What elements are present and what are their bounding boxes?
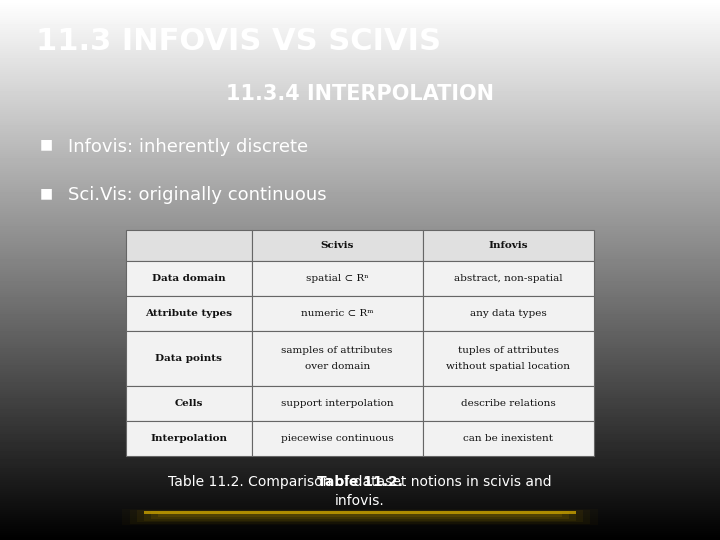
Text: Attribute types: Attribute types bbox=[145, 309, 233, 318]
Text: Interpolation: Interpolation bbox=[150, 434, 228, 443]
Bar bbox=[251, 331, 423, 386]
Bar bbox=[126, 296, 251, 331]
Bar bbox=[126, 421, 251, 456]
Bar bbox=[423, 296, 594, 331]
Text: any data types: any data types bbox=[470, 309, 546, 318]
Bar bbox=[423, 421, 594, 456]
Text: 11.3.4 INTERPOLATION: 11.3.4 INTERPOLATION bbox=[226, 84, 494, 104]
Text: Sci.Vis: originally continuous: Sci.Vis: originally continuous bbox=[68, 186, 327, 204]
Text: describe relations: describe relations bbox=[461, 399, 556, 408]
Bar bbox=[126, 261, 251, 296]
Bar bbox=[126, 331, 251, 386]
Text: without spatial location: without spatial location bbox=[446, 362, 570, 372]
Text: numeric ⊂ Rᵐ: numeric ⊂ Rᵐ bbox=[301, 309, 374, 318]
Text: Scivis: Scivis bbox=[320, 241, 354, 249]
Bar bbox=[251, 296, 423, 331]
Text: Table 11.2.: Table 11.2. bbox=[317, 475, 403, 489]
Text: Infovis: Infovis bbox=[489, 241, 528, 249]
Bar bbox=[151, 511, 569, 519]
Text: tuples of attributes: tuples of attributes bbox=[458, 346, 559, 355]
Bar bbox=[126, 230, 251, 261]
Text: infovis.: infovis. bbox=[335, 494, 385, 508]
Text: spatial ⊂ Rⁿ: spatial ⊂ Rⁿ bbox=[306, 274, 369, 283]
Text: ■: ■ bbox=[40, 186, 53, 200]
Text: Infovis: inherently discrete: Infovis: inherently discrete bbox=[68, 138, 309, 156]
Bar bbox=[137, 510, 583, 522]
Text: can be inexistent: can be inexistent bbox=[464, 434, 554, 443]
Bar bbox=[423, 230, 594, 261]
Text: Data points: Data points bbox=[156, 354, 222, 363]
Bar bbox=[251, 261, 423, 296]
Text: ■: ■ bbox=[40, 138, 53, 152]
Text: Table 11.2. Comparison of dataset notions in scivis and: Table 11.2. Comparison of dataset notion… bbox=[168, 475, 552, 489]
Bar bbox=[423, 261, 594, 296]
Text: over domain: over domain bbox=[305, 362, 370, 372]
Bar bbox=[144, 511, 576, 521]
Bar bbox=[130, 510, 590, 524]
Bar bbox=[126, 386, 251, 421]
Bar bbox=[251, 386, 423, 421]
Bar bbox=[122, 509, 598, 525]
Text: piecewise continuous: piecewise continuous bbox=[281, 434, 394, 443]
Text: 11.3 INFOVIS VS SCIVIS: 11.3 INFOVIS VS SCIVIS bbox=[36, 27, 441, 56]
Bar bbox=[158, 512, 562, 517]
Bar bbox=[251, 421, 423, 456]
Bar bbox=[251, 230, 423, 261]
Text: abstract, non-spatial: abstract, non-spatial bbox=[454, 274, 563, 283]
Text: Cells: Cells bbox=[174, 399, 203, 408]
Text: support interpolation: support interpolation bbox=[281, 399, 394, 408]
Bar bbox=[144, 511, 576, 514]
Bar bbox=[423, 331, 594, 386]
Text: Data domain: Data domain bbox=[152, 274, 225, 283]
Bar bbox=[423, 386, 594, 421]
Text: samples of attributes: samples of attributes bbox=[282, 346, 393, 355]
